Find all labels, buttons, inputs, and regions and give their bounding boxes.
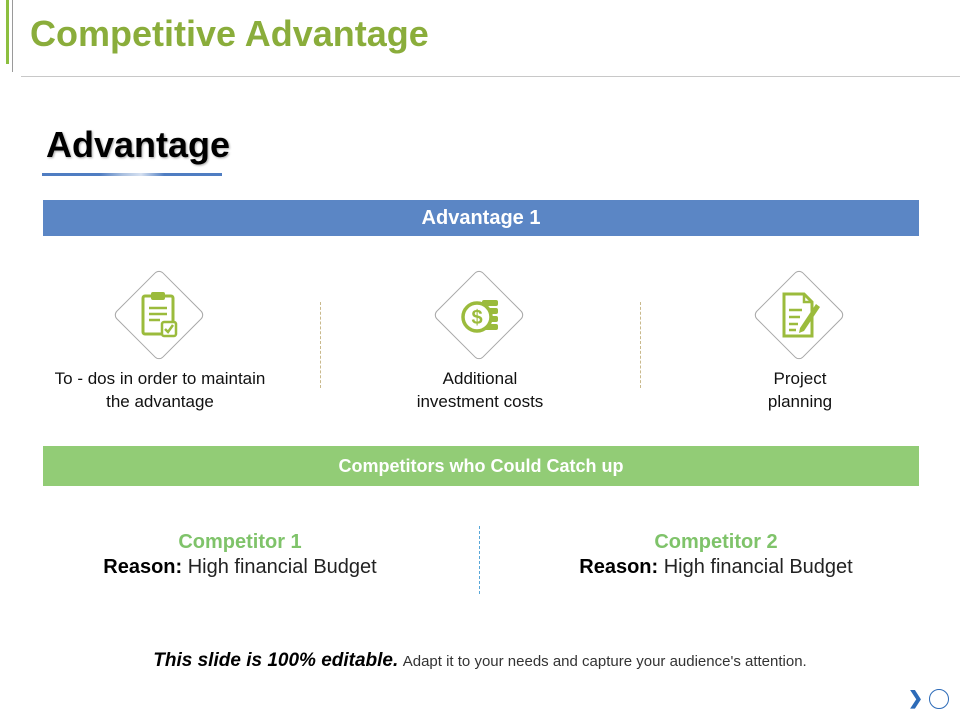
slide-title: Competitive Advantage <box>30 13 429 54</box>
competitor-name: Competitor 1 <box>178 531 302 553</box>
label-line: the advantage <box>106 392 214 411</box>
competitor-card-1: Competitor 1 Reason: High financial Budg… <box>40 531 440 579</box>
advantage-item-planning <box>752 268 848 364</box>
reason-label: Reason: <box>579 556 659 578</box>
competitor-reason: Reason: High financial Budget <box>516 556 916 579</box>
competitors-bar: Competitors who Could Catch up <box>43 446 919 486</box>
footer-text: Adapt it to your needs and capture your … <box>402 653 807 670</box>
advantage-bar-label: Advantage 1 <box>421 206 541 229</box>
label-line: Project <box>773 369 827 388</box>
clipboard-check-icon <box>141 292 178 338</box>
advantage-label-investment: Additional investment costs <box>350 367 610 413</box>
header-divider <box>21 76 960 77</box>
competitor-reason: Reason: High financial Budget <box>40 556 440 579</box>
label-line: Additional <box>442 369 518 388</box>
reason-text: High financial Budget <box>187 556 377 578</box>
circle-icon[interactable] <box>929 689 949 709</box>
competitors-bar-label: Competitors who Could Catch up <box>338 455 624 476</box>
column-divider <box>320 302 321 388</box>
chevron-right-icon[interactable]: ❯ <box>908 688 924 708</box>
svg-text:$: $ <box>471 307 482 329</box>
label-line: investment costs <box>416 392 544 411</box>
advantage-item-todos <box>112 268 208 364</box>
competitor-card-2: Competitor 2 Reason: High financial Budg… <box>516 531 916 579</box>
competitor-name: Competitor 2 <box>654 531 778 553</box>
dollar-coins-icon: $ <box>461 300 498 333</box>
label-line: planning <box>767 392 833 411</box>
column-divider <box>640 302 641 388</box>
header-accent-bar <box>6 0 9 64</box>
competitor-divider <box>479 526 480 594</box>
section-underline <box>42 173 222 176</box>
footer-note: This slide is 100% editable. Adapt it to… <box>0 650 960 672</box>
reason-text: High financial Budget <box>663 556 853 578</box>
section-heading: Advantage <box>46 124 231 165</box>
advantage-label-planning: Project planning <box>670 367 930 413</box>
document-pencil-icon <box>782 292 820 338</box>
advantage-label-todos: To - dos in order to maintain the advant… <box>30 367 290 413</box>
advantage-bar: Advantage 1 <box>43 200 919 236</box>
advantage-item-investment: $ <box>432 268 528 364</box>
reason-label: Reason: <box>103 556 183 578</box>
header-accent-line <box>12 0 13 72</box>
label-line: To - dos in order to maintain <box>54 369 266 388</box>
footer-emphasis: This slide is 100% editable. <box>153 650 399 671</box>
